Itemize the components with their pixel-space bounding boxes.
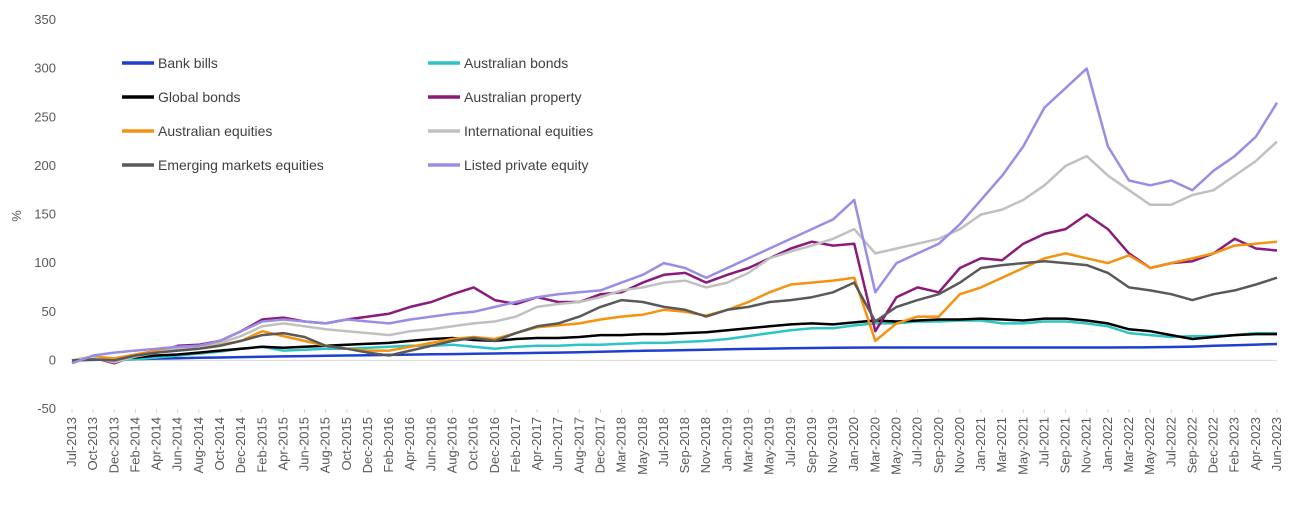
x-tick-label: Jun-2017	[550, 417, 565, 471]
legend-item: Australian bonds	[428, 55, 568, 71]
x-tick-label: Dec-2013	[106, 417, 121, 473]
x-tick-label: May-2020	[888, 417, 903, 475]
x-tick-label: Jan-2021	[973, 417, 988, 471]
y-tick-label: 150	[34, 207, 56, 222]
x-tick-label: Sep-2019	[804, 417, 819, 473]
x-tick-label: Jun-2023	[1269, 417, 1284, 471]
y-axis-title: %	[9, 210, 24, 222]
x-tick-label: Jun-2014	[170, 417, 185, 471]
x-tick-label: Aug-2016	[445, 417, 460, 473]
x-tick-label: Jul-2019	[783, 417, 798, 467]
series-line-bank-bills	[71, 342, 1278, 362]
legend-label: Australian bonds	[464, 55, 568, 71]
legend-label: Emerging markets equities	[158, 157, 324, 173]
legend-item: International equities	[428, 123, 593, 139]
x-tick-label: Aug-2014	[191, 417, 206, 473]
x-tick-label: May-2022	[1142, 417, 1157, 475]
series-line-global-bonds	[71, 317, 1277, 362]
y-tick-label: 50	[42, 304, 56, 319]
x-tick-label: Dec-2016	[487, 417, 502, 473]
x-tick-label: Feb-2023	[1227, 417, 1242, 473]
x-tick-label: Nov-2020	[952, 417, 967, 473]
legend-label: Bank bills	[158, 55, 218, 71]
x-tick-label: Jul-2021	[1036, 417, 1051, 467]
y-tick-label: 0	[49, 352, 56, 367]
x-tick-label: Dec-2017	[593, 417, 608, 473]
legend-item: Australian property	[428, 89, 582, 105]
x-tick-label: Mar-2019	[740, 417, 755, 473]
legend-item: Australian equities	[122, 123, 272, 139]
x-tick-label: Apr-2014	[149, 417, 164, 470]
x-axis: Jul-2013 Oct-2013 Dec-2013 Feb-2014 Apr-2014…	[64, 409, 1284, 475]
x-tick-label: Nov-2018	[698, 417, 713, 473]
series-line-listed-private-equity	[71, 67, 1279, 365]
x-tick-label: Sep-2020	[931, 417, 946, 473]
x-tick-label: Oct-2014	[212, 417, 227, 470]
legend-label: Australian equities	[158, 123, 272, 139]
x-tick-label: Jul-2022	[1163, 417, 1178, 467]
legend-item: Listed private equity	[428, 157, 589, 173]
x-tick-label: Apr-2015	[275, 417, 290, 470]
x-tick-label: Mar-2020	[867, 417, 882, 473]
x-tick-label: Dec-2015	[360, 417, 375, 473]
x-tick-label: Feb-2014	[127, 417, 142, 473]
y-tick-label: 300	[34, 61, 56, 76]
series-line-australian-property	[71, 213, 1278, 365]
x-tick-label: Sep-2021	[1058, 417, 1073, 473]
x-tick-label: Dec-2022	[1206, 417, 1221, 473]
x-tick-label: Dec-2014	[233, 417, 248, 473]
legend-label: Listed private equity	[464, 157, 589, 173]
series-line-international-equities	[71, 140, 1278, 364]
x-tick-label: Mar-2022	[1121, 417, 1136, 473]
x-tick-label: Jan-2020	[846, 417, 861, 471]
x-tick-label: May-2019	[762, 417, 777, 475]
x-tick-label: Feb-2015	[254, 417, 269, 473]
x-tick-label: May-2021	[1015, 417, 1030, 475]
x-tick-label: Jul-2018	[656, 417, 671, 467]
y-axis: -50 0 50 100 150 200 250 300 350	[34, 12, 56, 416]
series-line-australian-bonds	[71, 319, 1277, 362]
legend-label: Australian property	[464, 89, 582, 105]
x-tick-label: Nov-2021	[1079, 417, 1094, 473]
x-tick-label: Jul-2020	[910, 417, 925, 467]
x-tick-label: Jan-2022	[1100, 417, 1115, 471]
x-tick-label: Aug-2015	[318, 417, 333, 473]
y-tick-label: 100	[34, 255, 56, 270]
x-tick-label: May-2018	[635, 417, 650, 475]
y-tick-label: -50	[37, 401, 56, 416]
legend: Bank bills Australian bonds Global bonds Au…	[122, 55, 593, 173]
series-layer	[71, 67, 1279, 365]
x-tick-label: Feb-2016	[381, 417, 396, 473]
legend-label: International equities	[464, 123, 593, 139]
x-tick-label: Feb-2017	[508, 417, 523, 473]
x-tick-label: Apr-2017	[529, 417, 544, 470]
x-tick-label: Jan-2019	[719, 417, 734, 471]
x-tick-label: Apr-2016	[402, 417, 417, 470]
x-tick-label: Jun-2016	[423, 417, 438, 471]
legend-item: Emerging markets equities	[122, 157, 324, 173]
x-tick-label: Jun-2015	[297, 417, 312, 471]
x-tick-label: Apr-2023	[1248, 417, 1263, 470]
x-tick-label: Mar-2021	[994, 417, 1009, 473]
y-tick-label: 350	[34, 12, 56, 27]
x-tick-label: Nov-2019	[825, 417, 840, 473]
x-tick-label: Aug-2017	[571, 417, 586, 473]
x-tick-label: Oct-2015	[339, 417, 354, 470]
x-tick-label: Sep-2022	[1184, 417, 1199, 473]
x-tick-label: Oct-2016	[466, 417, 481, 470]
x-tick-label: Jul-2013	[64, 417, 79, 467]
x-tick-label: Mar-2018	[614, 417, 629, 473]
x-tick-label: Oct-2013	[85, 417, 100, 470]
series-line-emerging-markets-equities	[71, 259, 1278, 362]
legend-item: Global bonds	[122, 89, 241, 105]
y-tick-label: 200	[34, 158, 56, 173]
x-tick-label: Sep-2018	[677, 417, 692, 473]
legend-label: Global bonds	[158, 89, 241, 105]
legend-item: Bank bills	[122, 55, 218, 71]
y-tick-label: 250	[34, 109, 56, 124]
